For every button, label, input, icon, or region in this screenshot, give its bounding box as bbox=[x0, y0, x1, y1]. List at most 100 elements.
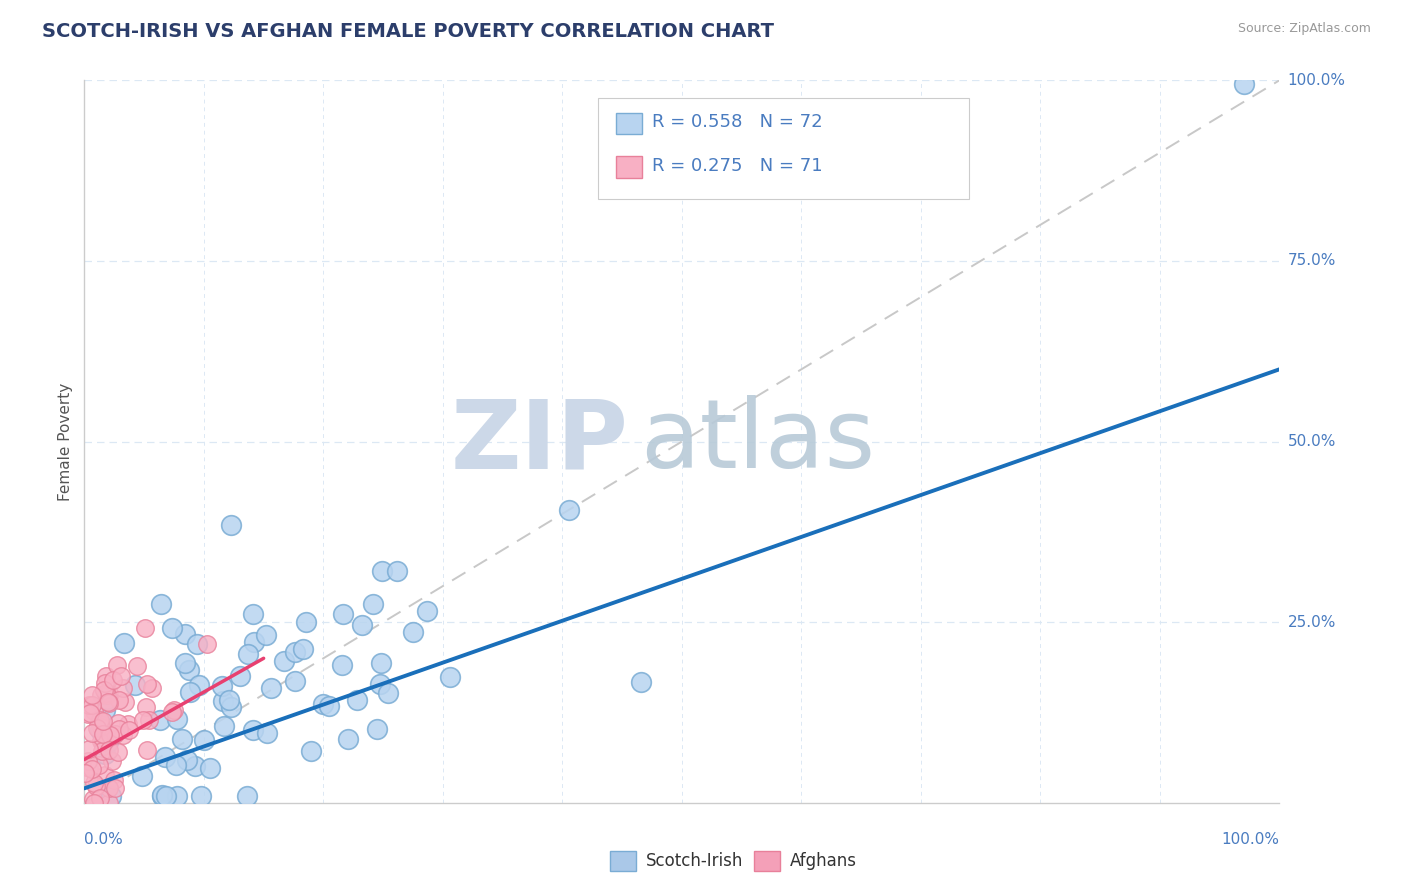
Point bbox=[87, 714, 110, 728]
Point bbox=[107, 716, 129, 731]
Text: 100.0%: 100.0% bbox=[1222, 831, 1279, 847]
Point bbox=[90, 689, 112, 703]
Point bbox=[84, 779, 107, 793]
Point bbox=[165, 758, 187, 772]
Point bbox=[89, 790, 111, 805]
Point bbox=[273, 654, 295, 668]
Point bbox=[352, 617, 374, 632]
Point bbox=[134, 621, 156, 635]
Point bbox=[402, 624, 425, 639]
Point bbox=[91, 735, 114, 749]
Point bbox=[149, 713, 172, 727]
Point bbox=[346, 693, 368, 707]
Point bbox=[214, 719, 236, 733]
Point bbox=[291, 641, 314, 656]
Point bbox=[104, 781, 127, 796]
Point bbox=[166, 713, 188, 727]
Point bbox=[112, 728, 135, 742]
Point bbox=[256, 726, 278, 740]
Point bbox=[97, 695, 120, 709]
Point bbox=[238, 647, 260, 661]
Point bbox=[190, 789, 212, 803]
Point bbox=[211, 679, 233, 693]
Point bbox=[80, 688, 103, 702]
Point bbox=[77, 741, 100, 756]
Point bbox=[254, 627, 277, 641]
FancyBboxPatch shape bbox=[616, 112, 643, 135]
Text: 50.0%: 50.0% bbox=[1288, 434, 1336, 449]
Point bbox=[186, 637, 208, 651]
Text: R = 0.558   N = 72: R = 0.558 N = 72 bbox=[652, 113, 823, 131]
Point bbox=[117, 717, 139, 731]
Point bbox=[162, 706, 184, 720]
Y-axis label: Female Poverty: Female Poverty bbox=[58, 383, 73, 500]
Point bbox=[439, 670, 461, 684]
Point bbox=[135, 700, 157, 714]
Text: SCOTCH-IRISH VS AFGHAN FEMALE POVERTY CORRELATION CHART: SCOTCH-IRISH VS AFGHAN FEMALE POVERTY CO… bbox=[42, 22, 775, 41]
Point bbox=[83, 776, 105, 790]
Point bbox=[132, 714, 155, 728]
Point bbox=[218, 693, 240, 707]
Point bbox=[229, 669, 252, 683]
Text: Source: ZipAtlas.com: Source: ZipAtlas.com bbox=[1237, 22, 1371, 36]
Point bbox=[160, 621, 183, 635]
Point bbox=[86, 721, 108, 735]
Point bbox=[96, 688, 118, 702]
Point bbox=[79, 706, 101, 720]
Point bbox=[176, 753, 198, 767]
Point bbox=[141, 681, 163, 695]
Point bbox=[90, 743, 112, 757]
Point bbox=[318, 698, 340, 713]
Text: atlas: atlas bbox=[640, 395, 875, 488]
Point bbox=[166, 789, 188, 803]
Point bbox=[219, 518, 242, 533]
Point bbox=[75, 766, 97, 780]
Point bbox=[76, 707, 98, 722]
Point bbox=[377, 686, 399, 700]
Point bbox=[174, 656, 197, 670]
Point bbox=[150, 598, 173, 612]
Point bbox=[89, 717, 111, 731]
Point bbox=[82, 762, 104, 776]
Point bbox=[97, 734, 120, 748]
Point bbox=[188, 678, 211, 692]
Point bbox=[91, 714, 114, 729]
Point bbox=[361, 597, 384, 611]
Point bbox=[118, 723, 141, 737]
Point bbox=[114, 695, 136, 709]
Point bbox=[94, 686, 117, 700]
Point bbox=[93, 683, 115, 698]
Point bbox=[107, 745, 129, 759]
Point bbox=[173, 627, 195, 641]
Point bbox=[82, 792, 104, 806]
Point bbox=[83, 796, 105, 810]
Point bbox=[100, 789, 122, 803]
Point bbox=[90, 720, 112, 734]
Point bbox=[368, 677, 391, 691]
Point bbox=[312, 697, 335, 711]
Point bbox=[82, 726, 104, 740]
FancyBboxPatch shape bbox=[754, 851, 780, 871]
Point bbox=[295, 615, 318, 629]
Text: Afghans: Afghans bbox=[790, 852, 856, 870]
Point bbox=[98, 743, 121, 757]
Point bbox=[242, 635, 264, 649]
FancyBboxPatch shape bbox=[616, 156, 643, 178]
Point bbox=[416, 604, 439, 618]
Point bbox=[177, 663, 200, 677]
Point bbox=[98, 728, 121, 742]
Point bbox=[89, 758, 111, 772]
Point bbox=[124, 678, 146, 692]
Text: 0.0%: 0.0% bbox=[84, 831, 124, 847]
Point bbox=[94, 747, 117, 762]
Point bbox=[150, 789, 173, 803]
Point bbox=[94, 768, 117, 782]
Point bbox=[101, 673, 124, 687]
Point bbox=[242, 723, 264, 738]
Point bbox=[108, 722, 131, 736]
Point bbox=[371, 564, 394, 578]
Point bbox=[336, 731, 359, 746]
Point bbox=[77, 754, 100, 768]
Point bbox=[370, 656, 392, 670]
Point bbox=[83, 704, 105, 718]
